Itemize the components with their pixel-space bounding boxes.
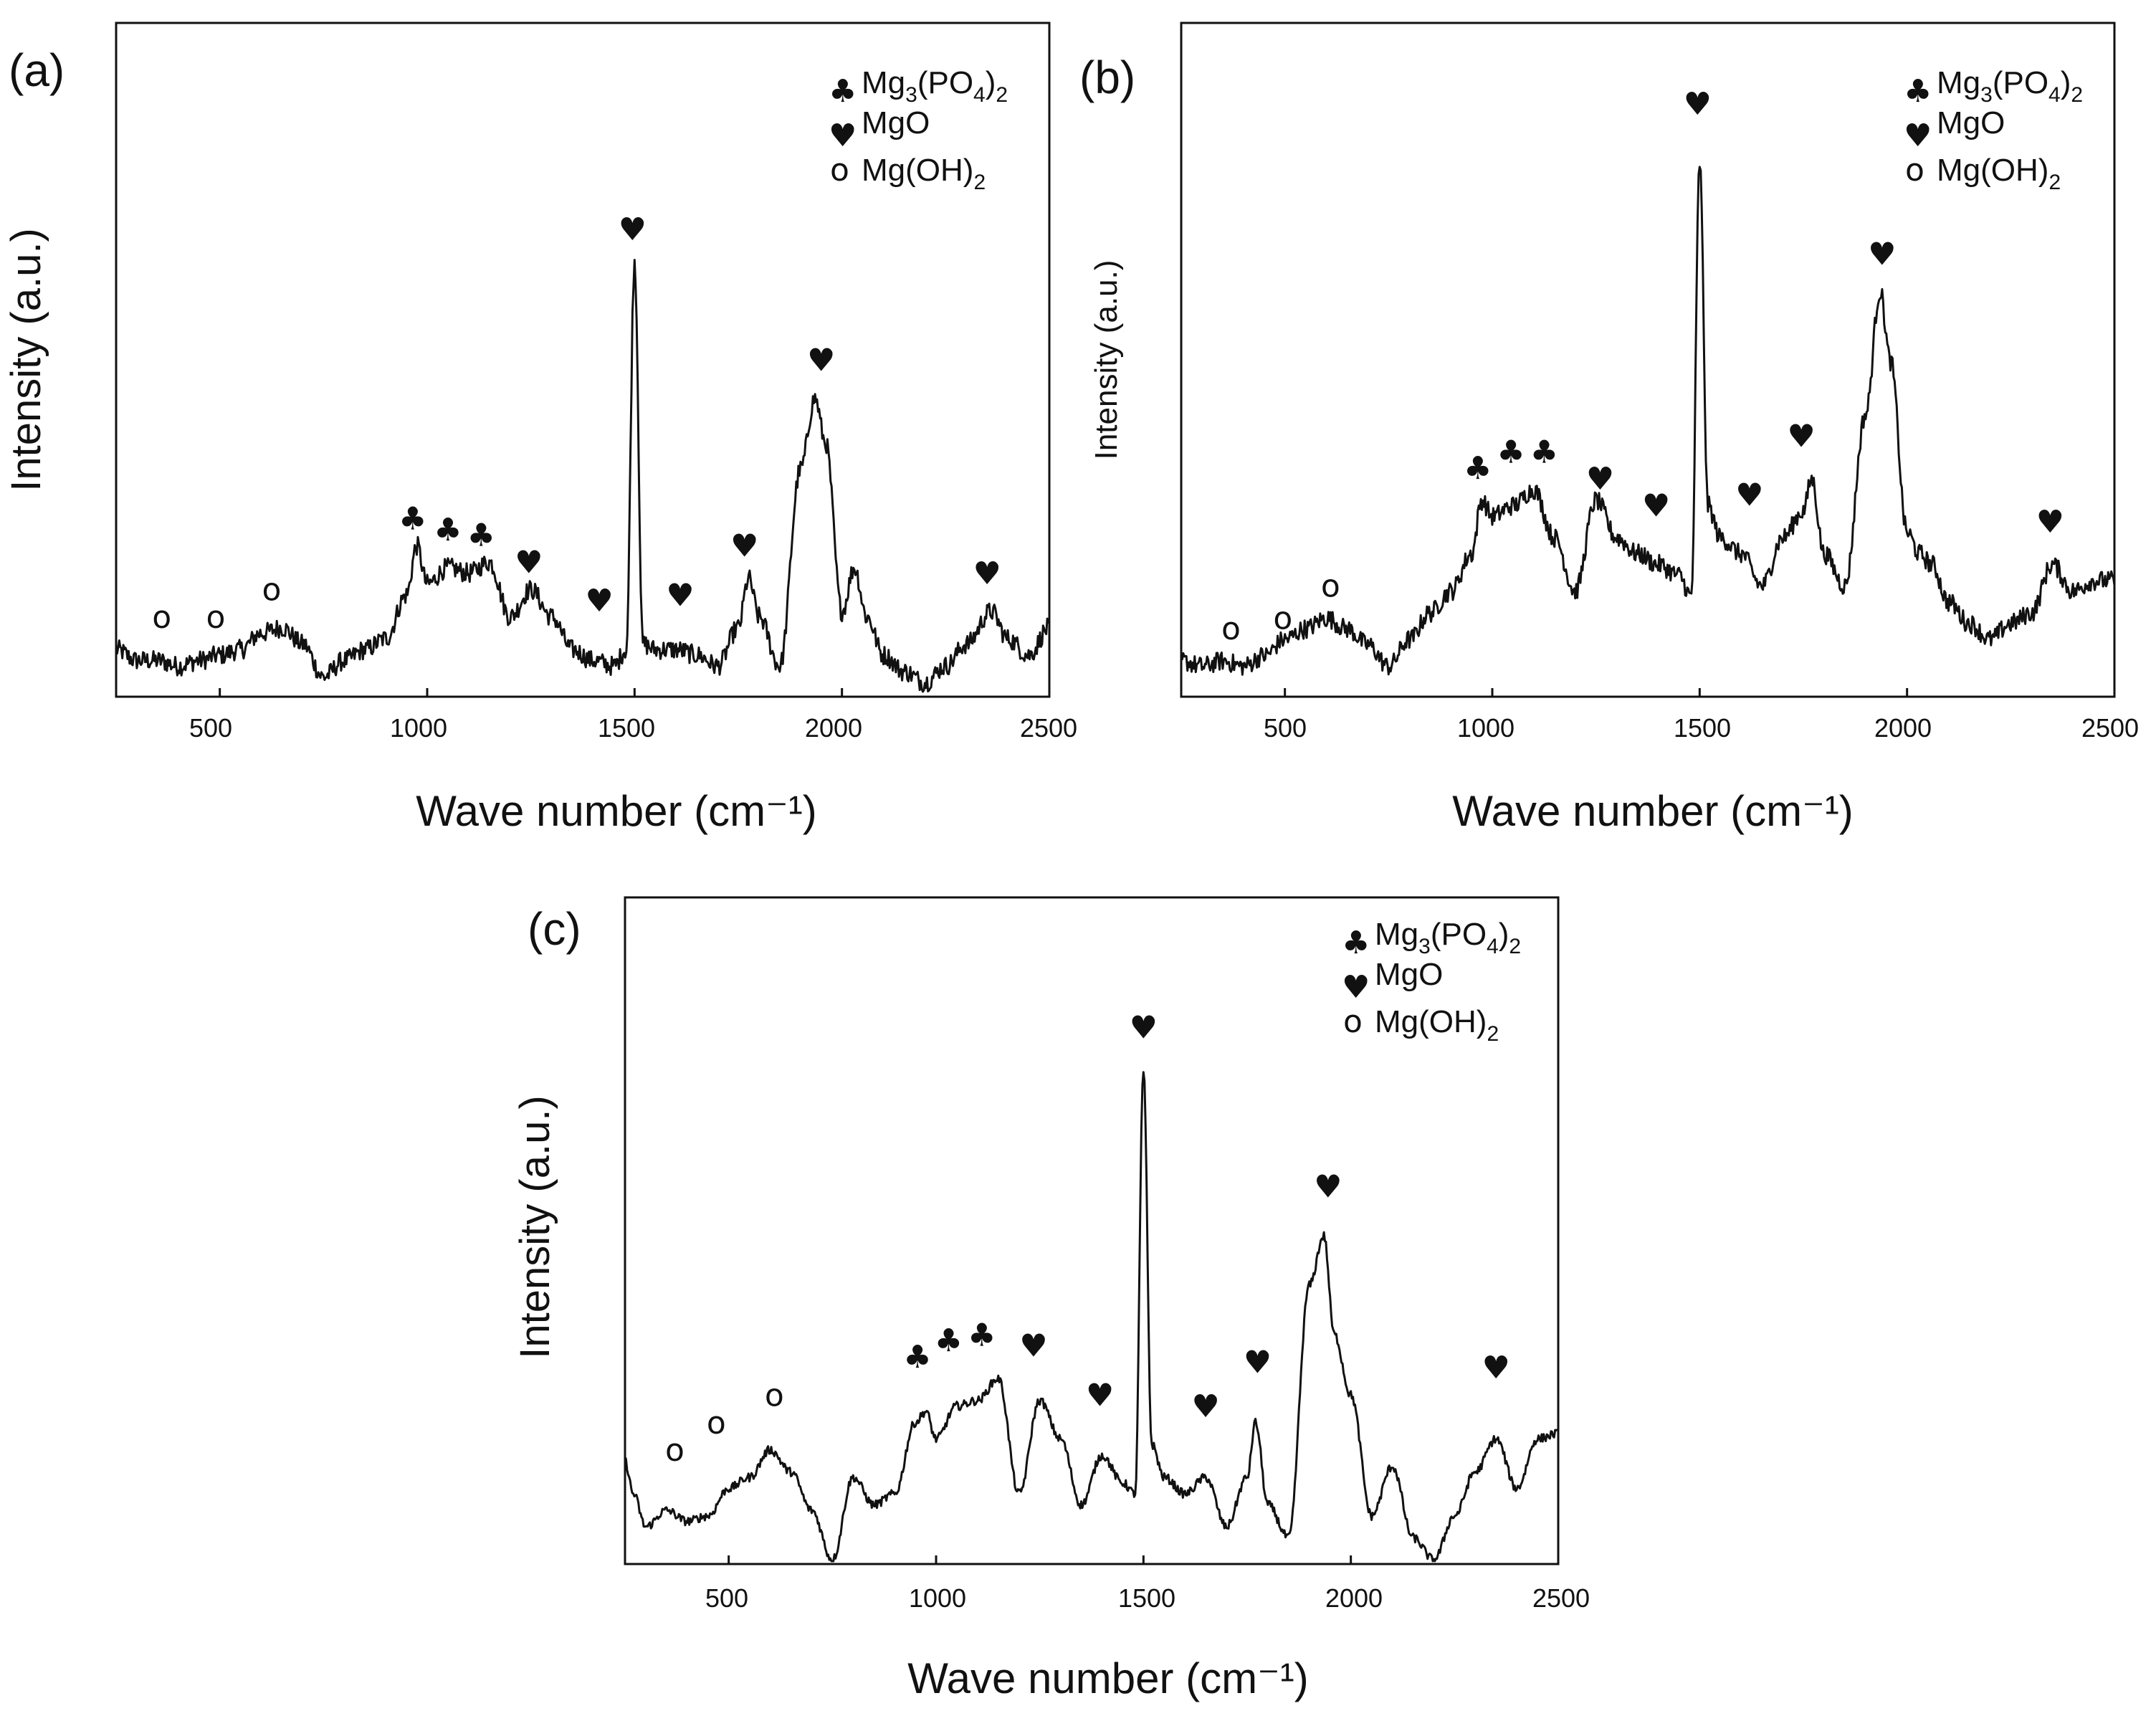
peak-marker-heart-icon: ♥ bbox=[1868, 236, 1896, 272]
panel-c: (c) Intensity (a.u.) Wave number (cm⁻¹) … bbox=[512, 896, 1590, 1702]
peak-marker-circle-icon: o bbox=[665, 1432, 685, 1469]
panel-a-x-tick-label: 500 bbox=[189, 713, 232, 743]
legend-circle-icon: o bbox=[1905, 152, 1924, 189]
panel-a-x-tick-label: 2000 bbox=[805, 713, 862, 743]
peak-marker-club-icon: ♣ bbox=[903, 1339, 931, 1376]
legend-entry-mgoh2: Mg(OH)2 bbox=[862, 153, 986, 194]
peak-marker-heart-icon: ♥ bbox=[1191, 1388, 1219, 1425]
panel-c-x-ticks: 500 1000 1500 2000 2500 bbox=[705, 1583, 1590, 1613]
panel-a: (a) Intensity (a.u.) Wave number (cm⁻¹) … bbox=[3, 22, 1077, 835]
legend-entry-mgo: MgO bbox=[862, 105, 930, 140]
peak-marker-heart-icon: ♥ bbox=[619, 211, 647, 248]
peak-marker-heart-icon: ♥ bbox=[1482, 1350, 1509, 1386]
panel-c-x-tick-label: 1000 bbox=[909, 1583, 966, 1613]
peak-marker-club-icon: ♣ bbox=[935, 1322, 963, 1359]
peak-marker-club-icon: ♣ bbox=[434, 512, 462, 548]
panel-b-plot-frame bbox=[1180, 22, 2116, 698]
spectrum-line-c bbox=[624, 1071, 1559, 1563]
peak-marker-circle-icon: o bbox=[262, 572, 282, 609]
legend-entry-mgoh2: Mg(OH)2 bbox=[1937, 153, 2061, 194]
peak-marker-heart-icon: ♥ bbox=[1642, 487, 1670, 524]
peak-marker-club-icon: ♣ bbox=[1497, 434, 1525, 471]
panel-a-legend: ♣ Mg3(PO4)2 ♥ MgO o Mg(OH)2 bbox=[829, 65, 1008, 194]
panel-b-x-ticks: 500 1000 1500 2000 2500 bbox=[1264, 713, 2139, 743]
panel-b: (b) Intensity (a.u.) Wave number (cm⁻¹) … bbox=[1079, 22, 2139, 835]
peak-marker-heart-icon: ♥ bbox=[1684, 86, 1712, 123]
spectrum-line-b bbox=[1180, 166, 2116, 676]
legend-entry-mgoh2: Mg(OH)2 bbox=[1375, 1004, 1499, 1046]
panel-a-x-tick-label: 1000 bbox=[390, 713, 447, 743]
panel-a-x-axis-title: Wave number (cm⁻¹) bbox=[416, 787, 817, 835]
peak-marker-club-icon: ♣ bbox=[467, 518, 495, 554]
peak-marker-club-icon: ♣ bbox=[1530, 434, 1558, 471]
peak-marker-heart-icon: ♥ bbox=[1586, 461, 1614, 497]
peak-marker-heart-icon: ♥ bbox=[1019, 1328, 1047, 1365]
legend-entry-mgo: MgO bbox=[1375, 957, 1443, 992]
legend-heart-icon: ♥ bbox=[1904, 118, 1932, 154]
panel-b-x-tick-label: 1000 bbox=[1457, 713, 1515, 743]
panel-b-legend: ♣ Mg3(PO4)2 ♥ MgO o Mg(OH)2 bbox=[1904, 65, 2083, 194]
legend-club-icon: ♣ bbox=[1904, 73, 1932, 110]
legend-circle-icon: o bbox=[1343, 1003, 1363, 1040]
legend-club-icon: ♣ bbox=[829, 73, 857, 110]
peak-marker-heart-icon: ♥ bbox=[1314, 1168, 1342, 1205]
peak-marker-club-icon: ♣ bbox=[399, 501, 426, 538]
peak-marker-circle-icon: o bbox=[1273, 600, 1292, 637]
panel-c-x-tick-label: 1500 bbox=[1118, 1583, 1175, 1613]
panel-b-y-axis-title: Intensity (a.u.) bbox=[1089, 260, 1124, 460]
peak-marker-heart-icon: ♥ bbox=[807, 343, 835, 379]
legend-entry-mg3po42: Mg3(PO4)2 bbox=[1375, 917, 1521, 958]
legend-club-icon: ♣ bbox=[1342, 925, 1370, 961]
panel-a-x-ticks: 500 1000 1500 2000 2500 bbox=[189, 713, 1077, 743]
legend-entry-mg3po42: Mg3(PO4)2 bbox=[862, 65, 1008, 107]
panel-b-x-tick-label: 500 bbox=[1264, 713, 1307, 743]
peak-marker-circle-icon: o bbox=[1321, 568, 1340, 605]
peak-marker-circle-icon: o bbox=[206, 599, 225, 636]
peak-marker-heart-icon: ♥ bbox=[730, 528, 758, 565]
panel-b-label: (b) bbox=[1079, 52, 1135, 103]
peak-marker-club-icon: ♣ bbox=[968, 1317, 996, 1353]
panel-b-x-tick-label: 1500 bbox=[1674, 713, 1731, 743]
panel-a-plot-frame bbox=[115, 22, 1051, 698]
panel-a-label: (a) bbox=[9, 44, 65, 96]
peak-marker-heart-icon: ♥ bbox=[1130, 1009, 1158, 1046]
peak-marker-heart-icon: ♥ bbox=[1787, 418, 1815, 454]
panel-c-y-axis-title: Intensity (a.u.) bbox=[512, 1095, 558, 1358]
panel-b-x-tick-label: 2000 bbox=[1874, 713, 1932, 743]
legend-heart-icon: ♥ bbox=[829, 118, 857, 154]
peak-marker-heart-icon: ♥ bbox=[666, 577, 694, 614]
peak-marker-heart-icon: ♥ bbox=[1244, 1345, 1272, 1381]
peak-marker-circle-icon: o bbox=[152, 599, 171, 636]
peak-marker-heart-icon: ♥ bbox=[585, 583, 613, 619]
peak-marker-circle-icon: o bbox=[707, 1405, 726, 1441]
panel-a-x-tick-label: 2500 bbox=[1020, 713, 1077, 743]
panel-c-x-tick-label: 2000 bbox=[1325, 1583, 1383, 1613]
peak-marker-heart-icon: ♥ bbox=[1735, 477, 1763, 514]
panel-c-legend: ♣ Mg3(PO4)2 ♥ MgO o Mg(OH)2 bbox=[1342, 917, 1521, 1046]
peak-marker-circle-icon: o bbox=[1221, 611, 1241, 647]
spectrum-line-a bbox=[115, 259, 1051, 693]
panel-c-x-tick-label: 2500 bbox=[1532, 1583, 1590, 1613]
peak-marker-heart-icon: ♥ bbox=[2036, 504, 2064, 540]
legend-circle-icon: o bbox=[830, 152, 849, 189]
peak-marker-heart-icon: ♥ bbox=[515, 545, 543, 581]
panel-a-x-tick-label: 1500 bbox=[598, 713, 655, 743]
peak-marker-heart-icon: ♥ bbox=[1086, 1378, 1114, 1414]
legend-heart-icon: ♥ bbox=[1342, 969, 1370, 1006]
legend-entry-mg3po42: Mg3(PO4)2 bbox=[1937, 65, 2083, 107]
peak-marker-circle-icon: o bbox=[765, 1378, 784, 1414]
peak-marker-club-icon: ♣ bbox=[1464, 450, 1492, 487]
legend-entry-mgo: MgO bbox=[1937, 105, 2005, 140]
panel-c-x-tick-label: 500 bbox=[705, 1583, 748, 1613]
panel-c-plot-frame bbox=[624, 896, 1560, 1565]
peak-marker-heart-icon: ♥ bbox=[973, 556, 1001, 592]
panel-a-y-axis-title: Intensity (a.u.) bbox=[3, 228, 49, 491]
panel-c-label: (c) bbox=[528, 903, 581, 955]
panel-b-x-tick-label: 2500 bbox=[2081, 713, 2139, 743]
panel-c-x-axis-title: Wave number (cm⁻¹) bbox=[907, 1654, 1309, 1702]
panel-b-x-axis-title: Wave number (cm⁻¹) bbox=[1452, 787, 1854, 835]
